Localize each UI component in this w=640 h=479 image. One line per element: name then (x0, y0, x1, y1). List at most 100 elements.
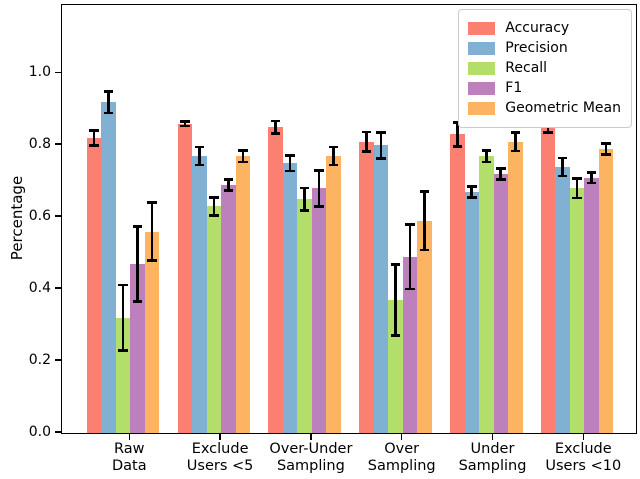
error-bar-cap (103, 90, 114, 93)
bar-f1-raw-data (130, 263, 145, 433)
error-bar-cap (209, 196, 219, 199)
error-bar-cap (405, 287, 415, 291)
x-tick-mark (491, 433, 494, 440)
error-bar-cap (586, 181, 597, 185)
error-bar (379, 132, 383, 159)
error-bar-cap (543, 131, 553, 134)
error-bar (183, 121, 187, 126)
error-bar-cap (223, 178, 234, 181)
error-bar (107, 91, 110, 113)
error-bar-cap (510, 131, 520, 134)
error-bar-cap (89, 129, 99, 132)
error-bar-cap (328, 145, 339, 149)
bar-f1-over-under-sampling (311, 188, 327, 433)
error-bar-cap (496, 178, 506, 181)
error-bar-cap (361, 130, 372, 134)
error-bar-cap (557, 174, 568, 178)
error-bar (590, 172, 593, 184)
error-bar (274, 121, 277, 134)
error-bar-cap (601, 142, 611, 145)
error-bar-cap (419, 248, 430, 252)
error-bar (561, 157, 564, 176)
error-bar-cap (103, 111, 114, 115)
x-tick-mark (128, 433, 131, 440)
error-bar (604, 143, 608, 155)
error-bar-cap (285, 169, 295, 173)
y-tick-label: 0.2 (28, 352, 51, 369)
error-bar-cap (194, 163, 205, 167)
y-tick-label: 0.8 (28, 136, 51, 153)
legend-item-f1: F1 (468, 80, 621, 97)
error-bar-cap (481, 149, 491, 152)
bar-precision-under-sampling (464, 192, 479, 433)
bar-accuracy-raw-data (86, 138, 102, 433)
error-bar (394, 264, 397, 336)
error-bar (241, 150, 245, 162)
plot-area: Accuracy Precision Recall F1 Geometric Mean (61, 4, 637, 434)
error-bar-cap (238, 160, 248, 164)
error-bar (317, 170, 321, 207)
legend-label: F1 (505, 80, 523, 96)
bar-f1-exclude-users-10 (584, 177, 599, 433)
error-bar-cap (132, 225, 143, 228)
legend-swatch-icon (468, 61, 496, 76)
y-tick-mark (55, 71, 61, 74)
error-bar (365, 131, 368, 152)
error-bar-cap (132, 300, 143, 303)
error-bar-cap (194, 145, 205, 149)
bar-geometric-mean-under-sampling (508, 141, 523, 433)
error-bar (92, 130, 96, 146)
error-bar (470, 186, 474, 198)
legend: Accuracy Precision Recall F1 Geometric Mean (458, 9, 632, 128)
bar-recall-raw-data (115, 317, 131, 433)
legend-label: Recall (505, 60, 548, 76)
error-bar-cap (601, 152, 611, 156)
x-tick-label-exclude-users-5: Exclude Users <5 (186, 441, 254, 474)
legend-swatch-icon (468, 21, 496, 36)
error-bar-cap (467, 184, 477, 188)
x-tick-mark (310, 433, 312, 440)
legend-label: Geometric Mean (505, 100, 621, 116)
error-bar-cap (496, 167, 506, 170)
bar-precision-over-sampling (373, 145, 389, 433)
bar-f1-over-sampling (402, 256, 418, 433)
error-bar (499, 168, 503, 180)
error-bar-cap (180, 120, 190, 123)
y-tick-mark (55, 431, 61, 433)
bar-accuracy-over-under-sampling (268, 127, 283, 433)
y-tick-label: 0.4 (28, 280, 51, 297)
error-bar-cap (467, 196, 477, 200)
x-tick-mark (400, 433, 403, 440)
error-bar-cap (299, 209, 310, 212)
x-tick-label-over-sampling: Over Sampling (367, 441, 436, 474)
bar-geometric-mean-exclude-users-5 (235, 156, 251, 433)
bar-accuracy-under-sampling (450, 134, 465, 433)
error-bar-cap (586, 170, 597, 174)
bar-f1-exclude-users-5 (221, 184, 236, 433)
bar-geometric-mean-exclude-users-10 (598, 148, 614, 433)
error-bar (303, 188, 306, 211)
y-tick-label: 1.0 (28, 64, 51, 81)
error-bar-cap (328, 163, 339, 167)
legend-swatch-icon (468, 41, 496, 56)
error-bar-cap (361, 150, 372, 153)
bar-accuracy-exclude-users-10 (540, 127, 556, 433)
error-bar-cap (118, 283, 128, 287)
error-bar-cap (299, 186, 310, 190)
error-bar (332, 147, 335, 166)
error-bar-cap (285, 154, 295, 157)
bar-accuracy-exclude-users-5 (177, 123, 193, 433)
legend-item-recall: Recall (468, 60, 621, 77)
error-bar-cap (238, 149, 248, 152)
bar-accuracy-over-sampling (359, 141, 374, 433)
x-tick-label-over-under-sampling: Over-Under Sampling (269, 441, 353, 474)
error-bar-cap (405, 223, 415, 226)
y-tick-mark (55, 215, 61, 217)
error-bar (136, 226, 139, 302)
error-bar-cap (270, 132, 281, 135)
x-tick-label-raw-data: Raw Data (111, 441, 147, 474)
error-bar (423, 191, 426, 250)
x-tick-label-exclude-users-10: Exclude Users <10 (545, 441, 622, 474)
error-bar (198, 147, 201, 166)
error-bar (227, 179, 230, 191)
